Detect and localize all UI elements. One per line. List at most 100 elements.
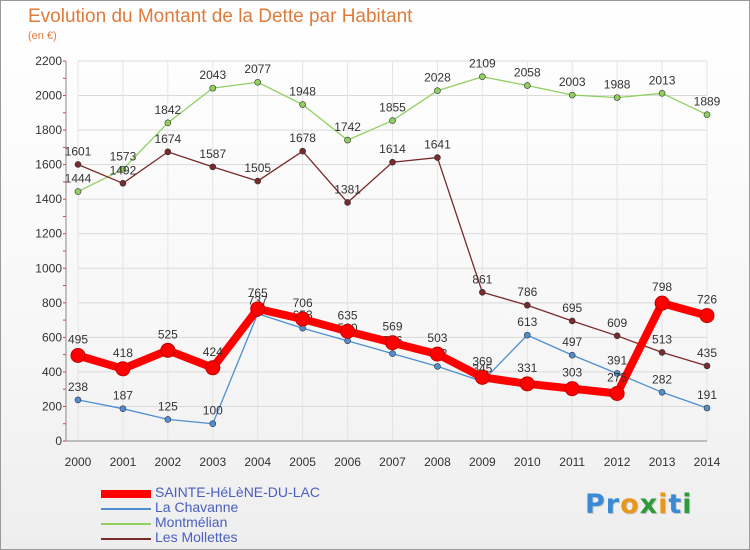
data-point — [209, 84, 217, 92]
data-point — [164, 119, 172, 127]
data-point — [479, 73, 486, 81]
data-label: 495 — [68, 333, 88, 347]
x-tick-label: 2011 — [559, 455, 585, 469]
data-label: 861 — [472, 272, 492, 286]
data-label: 1381 — [334, 182, 361, 196]
data-point — [519, 376, 535, 392]
data-label: 1641 — [424, 138, 451, 152]
y-tick-label: 1200 — [35, 227, 62, 241]
data-label: 125 — [158, 399, 178, 413]
data-point — [340, 323, 356, 339]
data-label: 765 — [248, 286, 268, 300]
data-label: 424 — [203, 345, 223, 359]
data-point — [658, 90, 666, 97]
data-label: 1601 — [65, 144, 92, 158]
x-tick-label: 2009 — [469, 455, 496, 469]
data-label: 418 — [113, 346, 133, 360]
data-label: 2013 — [649, 73, 676, 87]
data-point — [164, 148, 172, 156]
data-point — [434, 154, 441, 161]
data-label: 2028 — [424, 71, 451, 85]
data-point — [254, 78, 262, 86]
logo-letter: r — [605, 489, 621, 520]
data-label: 569 — [382, 320, 402, 334]
data-point — [613, 94, 621, 101]
data-label: 1492 — [110, 163, 137, 177]
legend-label: Montmélian — [155, 514, 228, 530]
data-point — [299, 147, 306, 155]
legend-label: La Chavanne — [155, 499, 239, 515]
data-label: 187 — [113, 389, 133, 403]
x-tick-label: 2010 — [514, 455, 541, 469]
data-point — [703, 404, 711, 412]
x-tick-label: 2006 — [334, 455, 361, 469]
data-point — [654, 295, 670, 311]
x-tick-label: 2000 — [65, 455, 92, 469]
data-label: 2058 — [514, 66, 541, 80]
data-label: 1444 — [65, 172, 92, 186]
data-point — [434, 87, 441, 95]
y-tick-label: 2000 — [35, 89, 62, 103]
data-point — [613, 370, 621, 377]
data-point — [209, 163, 217, 171]
data-label: 275 — [607, 371, 627, 385]
data-point — [568, 351, 576, 359]
data-point — [119, 405, 127, 413]
data-point — [160, 342, 176, 358]
data-point — [434, 363, 441, 370]
x-tick-label: 2013 — [649, 455, 676, 469]
data-label: 303 — [562, 366, 582, 380]
data-label: 2043 — [199, 68, 226, 82]
data-label: 331 — [517, 361, 537, 375]
data-point — [474, 369, 490, 385]
x-tick-label: 2007 — [379, 455, 406, 469]
data-point — [115, 361, 131, 377]
data-point — [389, 158, 396, 166]
proxiti-logo: Proxiti — [585, 489, 693, 520]
logo-letter: x — [639, 489, 659, 520]
data-label: 726 — [697, 293, 717, 307]
data-point — [609, 386, 625, 401]
data-label: 798 — [652, 280, 672, 294]
x-tick-label: 2008 — [424, 455, 451, 469]
data-point — [564, 381, 580, 397]
data-label: 1855 — [379, 101, 406, 115]
data-label: 1842 — [155, 103, 182, 117]
chart-subtitle: (en €) — [28, 30, 57, 42]
data-label: 1678 — [289, 131, 316, 145]
y-tick-label: 1800 — [35, 123, 62, 137]
data-label: 635 — [338, 308, 358, 322]
data-label: 1988 — [604, 78, 631, 92]
data-point — [523, 82, 531, 89]
data-point — [254, 177, 262, 185]
data-label: 503 — [427, 331, 447, 345]
data-label: 1614 — [379, 142, 406, 156]
y-tick-label: 200 — [42, 399, 62, 413]
data-label: 1742 — [334, 120, 361, 134]
legend-label: SAINTE-HéLèNE-DU-LAC — [155, 484, 320, 500]
data-label: 435 — [697, 346, 717, 360]
data-point — [568, 91, 576, 99]
logo-letter: P — [585, 489, 606, 520]
data-point — [385, 335, 400, 351]
x-tick-label: 2005 — [289, 455, 316, 469]
data-point — [164, 416, 172, 423]
data-point — [299, 101, 306, 108]
data-label: 1948 — [289, 85, 316, 99]
data-point — [250, 301, 266, 317]
data-label: 100 — [203, 404, 223, 418]
data-point — [613, 332, 621, 340]
data-label: 391 — [607, 353, 627, 367]
data-label: 2109 — [469, 57, 496, 71]
data-point — [344, 136, 351, 144]
data-label: 497 — [562, 335, 582, 349]
data-label: 1674 — [155, 132, 182, 146]
data-point — [209, 420, 217, 428]
data-point — [389, 350, 396, 357]
y-tick-label: 400 — [42, 365, 62, 379]
data-point — [344, 199, 351, 206]
data-point — [389, 117, 396, 124]
data-point — [699, 308, 715, 324]
data-point — [295, 311, 311, 327]
